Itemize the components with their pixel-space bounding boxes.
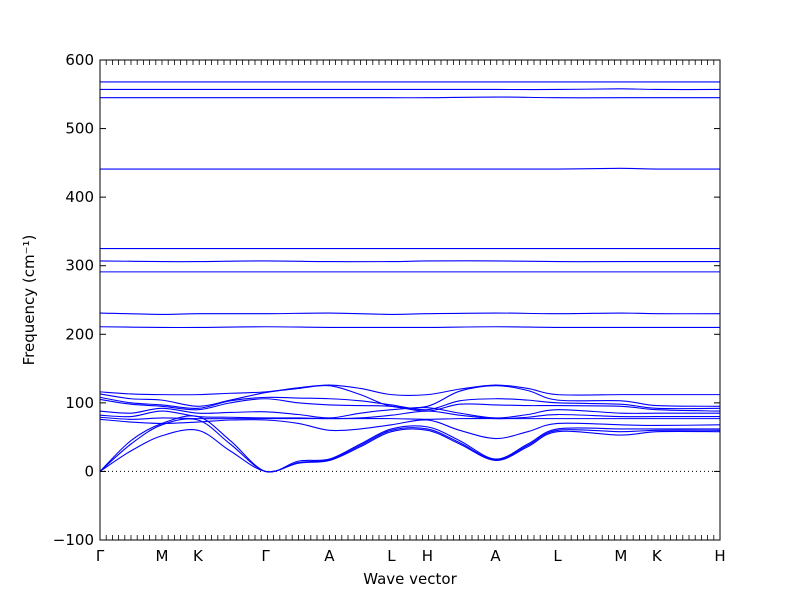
phonon-branch-line-19 [99, 418, 721, 473]
x-tick-label: M [156, 547, 169, 565]
phonon-branch-line-16 [99, 416, 720, 420]
y-tick-label: 400 [65, 188, 94, 206]
x-tick-label: A [324, 547, 335, 565]
phonon-branch-line-8 [99, 312, 721, 315]
phonon-branch-line-3 [100, 96, 720, 99]
x-tick-label: H [422, 547, 433, 565]
x-tick-label: Γ [96, 547, 105, 565]
y-tick-label: 600 [65, 51, 94, 69]
phonon-branch-line-12 [99, 396, 721, 411]
x-tick-label: K [193, 547, 204, 565]
x-tick-label: K [652, 547, 663, 565]
phonon-branch-line-4 [100, 167, 721, 170]
phonon-branch-line-10 [99, 384, 720, 396]
y-tick-label: 100 [65, 394, 94, 412]
y-tick-label: 0 [84, 462, 94, 480]
x-tick-label: Γ [261, 547, 270, 565]
phonon-branch-line-6 [99, 260, 720, 263]
x-tick-label: A [490, 547, 501, 565]
series-layer [99, 81, 721, 473]
y-tick-label: 500 [65, 120, 94, 138]
y-axis-label: Frequency (cm⁻¹) [20, 235, 38, 366]
phonon-branch-line-14 [99, 406, 720, 419]
phonon-branch-line-9 [99, 326, 720, 329]
y-tick-label: 300 [65, 257, 94, 275]
phonon-branch-line-2 [100, 88, 721, 91]
phonon-branch-line-13 [99, 398, 721, 412]
phonon-branch-line-18 [99, 415, 720, 473]
x-tick-label: H [714, 547, 725, 565]
x-axis-label: Wave vector [363, 570, 457, 588]
x-tick-label: L [553, 547, 562, 565]
phonon-branch-line-20 [99, 428, 721, 473]
y-tick-label: 200 [65, 325, 94, 343]
plot-frame [99, 59, 721, 541]
phonon-branch-line-17 [99, 418, 721, 440]
phonon-branch-line-11 [99, 384, 721, 409]
y-axis: −100 0 100 200 300 400 500 600 [53, 51, 720, 549]
x-tick-label: M [614, 547, 627, 565]
y-tick-label: −100 [53, 531, 94, 549]
x-tick-label: L [387, 547, 396, 565]
